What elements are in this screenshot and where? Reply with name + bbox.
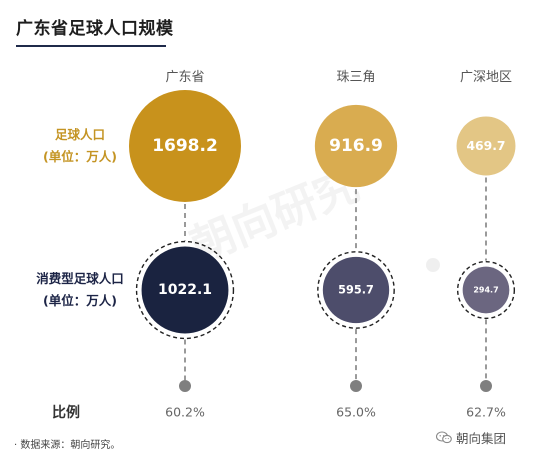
connector-end-dot — [480, 380, 492, 392]
row-label-unit: (单位：万人) — [43, 149, 117, 164]
column-header-pearl-river-delta: 珠三角 — [336, 70, 376, 85]
data-source-note: · 数据来源：朝向研究。 — [14, 440, 121, 451]
row-label-title: 足球人口 — [54, 127, 105, 142]
bubble-outline-ring — [456, 260, 516, 320]
bubble-football-population — [129, 90, 241, 202]
ratio-value-label: 65.0% — [336, 405, 376, 420]
bubble-football-population — [456, 116, 516, 176]
connector-end-dot — [179, 380, 191, 392]
row-label-football-population: 足球人口 (单位：万人) — [20, 124, 140, 168]
bubble-football-population — [314, 104, 398, 188]
bubble-consumer-football-population — [141, 246, 229, 334]
brand-mark: 朝向集团 — [436, 428, 506, 447]
bubble-consumer-football-population — [322, 256, 390, 324]
chart-title: 广东省足球人口规模 — [16, 19, 174, 39]
brand-name: 朝向集团 — [456, 431, 507, 446]
bubble-value-label: 1022.1 — [158, 282, 212, 298]
ratio-value-label: 60.2% — [165, 405, 205, 420]
row-label-unit: (单位：万人) — [43, 293, 117, 308]
bubble-value-label: 595.7 — [338, 284, 374, 297]
bubble-value-label: 916.9 — [329, 136, 383, 156]
watermark-dot — [426, 258, 440, 272]
bubble-value-label: 1698.2 — [152, 136, 218, 156]
row-label-title: 消费型足球人口 — [36, 271, 124, 286]
title-underline — [16, 45, 166, 47]
wechat-icon — [436, 431, 452, 444]
bubble-value-label: 469.7 — [466, 139, 505, 153]
column-header-guangdong: 广东省 — [165, 70, 205, 85]
connector-end-dot — [350, 380, 362, 392]
ratio-value-label: 62.7% — [466, 405, 506, 420]
row-label-consumer-football-population: 消费型足球人口 (单位：万人) — [20, 268, 140, 312]
ratio-label: 比例 — [52, 405, 80, 421]
bubble-value-label: 294.7 — [473, 286, 498, 295]
bubble-consumer-football-population — [462, 266, 510, 314]
bubble-outline-ring — [135, 240, 235, 340]
bubble-outline-ring — [317, 251, 395, 329]
column-header-guangzhou-shenzhen: 广深地区 — [459, 70, 512, 85]
